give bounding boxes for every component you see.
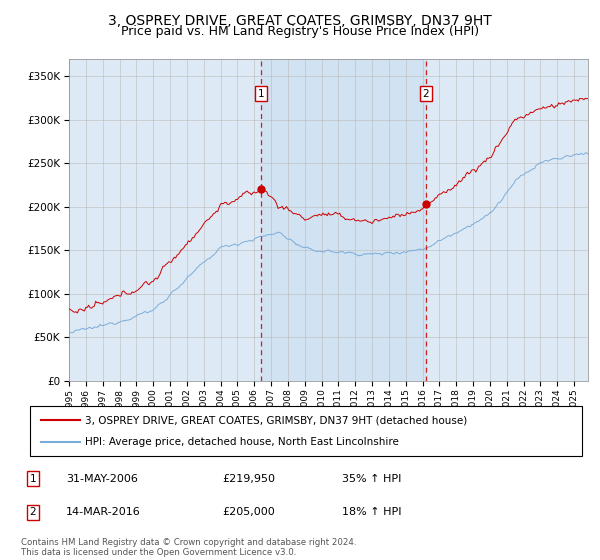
Text: 2: 2 <box>29 507 37 517</box>
Text: 3, OSPREY DRIVE, GREAT COATES, GRIMSBY, DN37 9HT (detached house): 3, OSPREY DRIVE, GREAT COATES, GRIMSBY, … <box>85 415 467 425</box>
Text: Contains HM Land Registry data © Crown copyright and database right 2024.
This d: Contains HM Land Registry data © Crown c… <box>21 538 356 557</box>
Text: 31-MAY-2006: 31-MAY-2006 <box>66 474 138 484</box>
Text: 2: 2 <box>423 88 430 99</box>
Text: 1: 1 <box>258 88 265 99</box>
Text: 18% ↑ HPI: 18% ↑ HPI <box>342 507 401 517</box>
Text: 14-MAR-2016: 14-MAR-2016 <box>66 507 141 517</box>
Text: 35% ↑ HPI: 35% ↑ HPI <box>342 474 401 484</box>
Text: HPI: Average price, detached house, North East Lincolnshire: HPI: Average price, detached house, Nort… <box>85 437 399 447</box>
Text: 3, OSPREY DRIVE, GREAT COATES, GRIMSBY, DN37 9HT: 3, OSPREY DRIVE, GREAT COATES, GRIMSBY, … <box>108 14 492 28</box>
Text: £219,950: £219,950 <box>222 474 275 484</box>
Text: £205,000: £205,000 <box>222 507 275 517</box>
FancyBboxPatch shape <box>30 406 582 456</box>
Text: 1: 1 <box>29 474 37 484</box>
Text: Price paid vs. HM Land Registry's House Price Index (HPI): Price paid vs. HM Land Registry's House … <box>121 25 479 38</box>
Bar <box>261 59 426 381</box>
